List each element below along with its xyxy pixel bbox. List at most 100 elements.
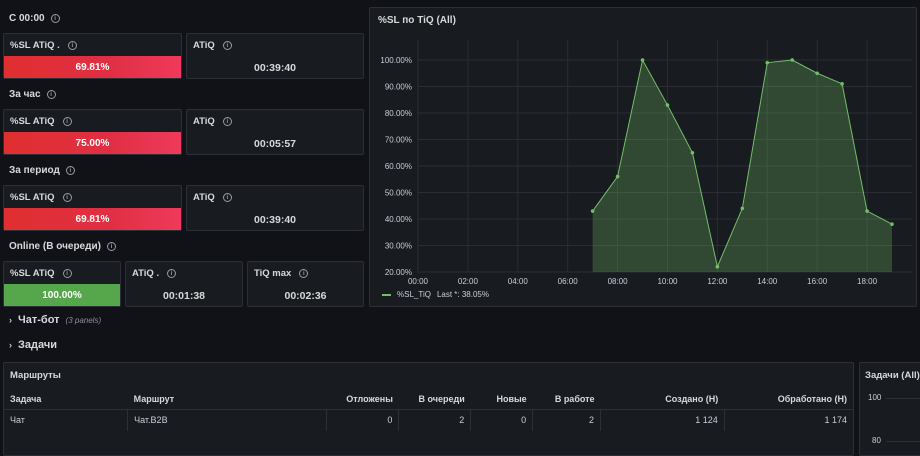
y-tick-label: 60.00% [385, 162, 412, 171]
info-icon[interactable]: i [222, 117, 232, 126]
column-header[interactable]: Создано (Н) [665, 393, 719, 404]
routes-table: Задача Маршрут Отложены В очереди Новые … [4, 389, 853, 431]
column-header[interactable]: В очереди [418, 393, 465, 404]
stat-title: ATiQ [193, 192, 215, 203]
stat-panel-atiq-online[interactable]: ATiQ . i 00:01:38 [125, 261, 243, 307]
info-icon[interactable]: i [46, 90, 56, 99]
y-tick-label: 90.00% [385, 83, 412, 92]
tasks-chart-panel[interactable]: Задачи (All) 100 80 [859, 362, 920, 456]
x-tick-label: 14:00 [757, 277, 778, 286]
sl-tiq-chart-panel[interactable]: %SL по TiQ (All) 20.00% 30.00% 40.00% 50.00… [369, 7, 917, 307]
stat-value: 00:02:36 [284, 290, 327, 302]
data-point [865, 209, 869, 213]
y-tick-label: 80.00% [385, 109, 412, 118]
table-cell: 2 [398, 408, 471, 431]
chevron-down-icon: › [9, 340, 12, 350]
stat-title: ATiQ [193, 40, 215, 51]
table-cell: 2 [532, 408, 601, 431]
stat-panel-tiq-max[interactable]: TiQ max i 00:02:36 [247, 261, 364, 307]
info-icon[interactable]: i [50, 14, 60, 23]
info-icon[interactable]: i [167, 269, 177, 278]
column-header[interactable]: Отложены [346, 393, 393, 404]
stat-title: ATiQ [193, 116, 215, 127]
stat-panel-sl-hour[interactable]: %SL ATiQ i 75.00% [3, 109, 182, 155]
row-title-period[interactable]: За период i [9, 165, 75, 176]
column-header[interactable]: Новые [496, 393, 527, 404]
x-tick-label: 08:00 [608, 277, 629, 286]
stat-title: %SL ATiQ [10, 116, 55, 127]
stat-value: 00:39:40 [253, 214, 297, 226]
y-tick-label: 50.00% [385, 189, 412, 198]
y-tick-label: 100 [868, 393, 882, 402]
data-point [840, 82, 844, 86]
column-header[interactable]: В работе [554, 393, 595, 404]
series-area [592, 60, 892, 272]
stat-title: %SL ATiQ . [10, 40, 60, 51]
y-tick-label: 100.00% [380, 56, 412, 65]
stat-panel-sl-period[interactable]: %SL ATiQ i 69.81% [3, 185, 182, 231]
table-row[interactable]: Чат Чат.B2B 0 2 0 2 1 124 1 174 [4, 408, 853, 431]
data-point [715, 264, 720, 269]
x-tick-label: 18:00 [857, 277, 878, 286]
gridline [886, 441, 920, 442]
info-icon[interactable]: i [222, 41, 232, 50]
stat-panel-atiq-hour[interactable]: ATiQ i 00:05:57 [186, 109, 364, 155]
info-icon[interactable]: i [67, 41, 77, 50]
info-icon[interactable]: i [299, 269, 309, 278]
info-icon[interactable]: i [62, 193, 72, 202]
data-point [615, 174, 620, 179]
stat-panel-sl-midnight[interactable]: %SL ATiQ . i 69.81% [3, 33, 182, 79]
row-title-since-midnight[interactable]: С 00:00 i [9, 13, 60, 24]
section-tasks[interactable]: › Задачи [9, 339, 57, 351]
x-tick-label: 10:00 [657, 277, 678, 286]
y-tick-label: 20.00% [385, 268, 412, 277]
stat-value: 75.00% [4, 132, 181, 154]
stat-panel-atiq-period[interactable]: ATiQ i 00:39:40 [186, 185, 364, 231]
info-icon[interactable]: i [65, 166, 75, 175]
stat-panel-atiq-midnight[interactable]: ATiQ i 00:39:40 [186, 33, 364, 79]
stat-value: 100.00% [4, 284, 120, 306]
y-tick-label: 30.00% [385, 242, 412, 251]
data-point [590, 209, 595, 213]
data-point [765, 60, 770, 65]
x-tick-label: 00:00 [408, 277, 429, 286]
column-header[interactable]: Обработано (Н) [777, 393, 847, 404]
row-title-online[interactable]: Online (В очереди) i [9, 241, 116, 252]
data-point [890, 222, 894, 226]
data-point [665, 103, 670, 107]
stat-title: TiQ max [254, 268, 292, 279]
table-cell: Чат.B2B [127, 408, 327, 431]
column-header[interactable]: Задача [10, 393, 42, 404]
y-tick-label: 40.00% [385, 215, 412, 224]
stat-title: %SL ATiQ [10, 192, 55, 203]
section-chatbot[interactable]: › Чат-бот (3 panels) [9, 314, 102, 326]
x-tick-label: 04:00 [508, 277, 529, 286]
stat-panel-sl-online[interactable]: %SL ATiQ i 100.00% [3, 261, 121, 307]
legend-label: %SL_TiQ [397, 290, 431, 299]
x-tick-label: 06:00 [558, 277, 579, 286]
info-icon[interactable]: i [222, 193, 232, 202]
y-tick-label: 80 [872, 436, 881, 445]
row-title-hour[interactable]: За час i [9, 89, 56, 100]
routes-table-panel[interactable]: Маршруты Задача Маршрут Отложены В очере… [3, 362, 854, 456]
info-icon[interactable]: i [106, 242, 116, 251]
info-icon[interactable]: i [62, 269, 72, 278]
info-icon[interactable]: i [62, 117, 72, 126]
sl-tiq-chart[interactable]: 20.00% 30.00% 40.00% 50.00% 60.00% 70.00% 80.0… [370, 8, 916, 306]
legend-swatch [382, 293, 391, 296]
chart-legend[interactable]: %SL_TiQ Last *: 38.05% [382, 290, 489, 299]
data-point [740, 206, 745, 211]
data-point [690, 150, 695, 155]
data-point [815, 71, 819, 76]
table-cell: 0 [470, 408, 533, 431]
stat-value: 00:39:40 [253, 62, 297, 74]
legend-last: Last *: 38.05% [436, 290, 489, 299]
table-cell: 1 124 [600, 408, 725, 431]
x-tick-label: 12:00 [707, 277, 728, 286]
stat-title: %SL ATiQ [10, 268, 55, 279]
stat-value: 00:01:38 [162, 290, 206, 302]
chevron-right-icon: › [9, 315, 12, 325]
column-header[interactable]: Маршрут [133, 393, 175, 404]
table-cell: Чат [4, 408, 128, 431]
panel-title: Маршруты [10, 370, 61, 381]
